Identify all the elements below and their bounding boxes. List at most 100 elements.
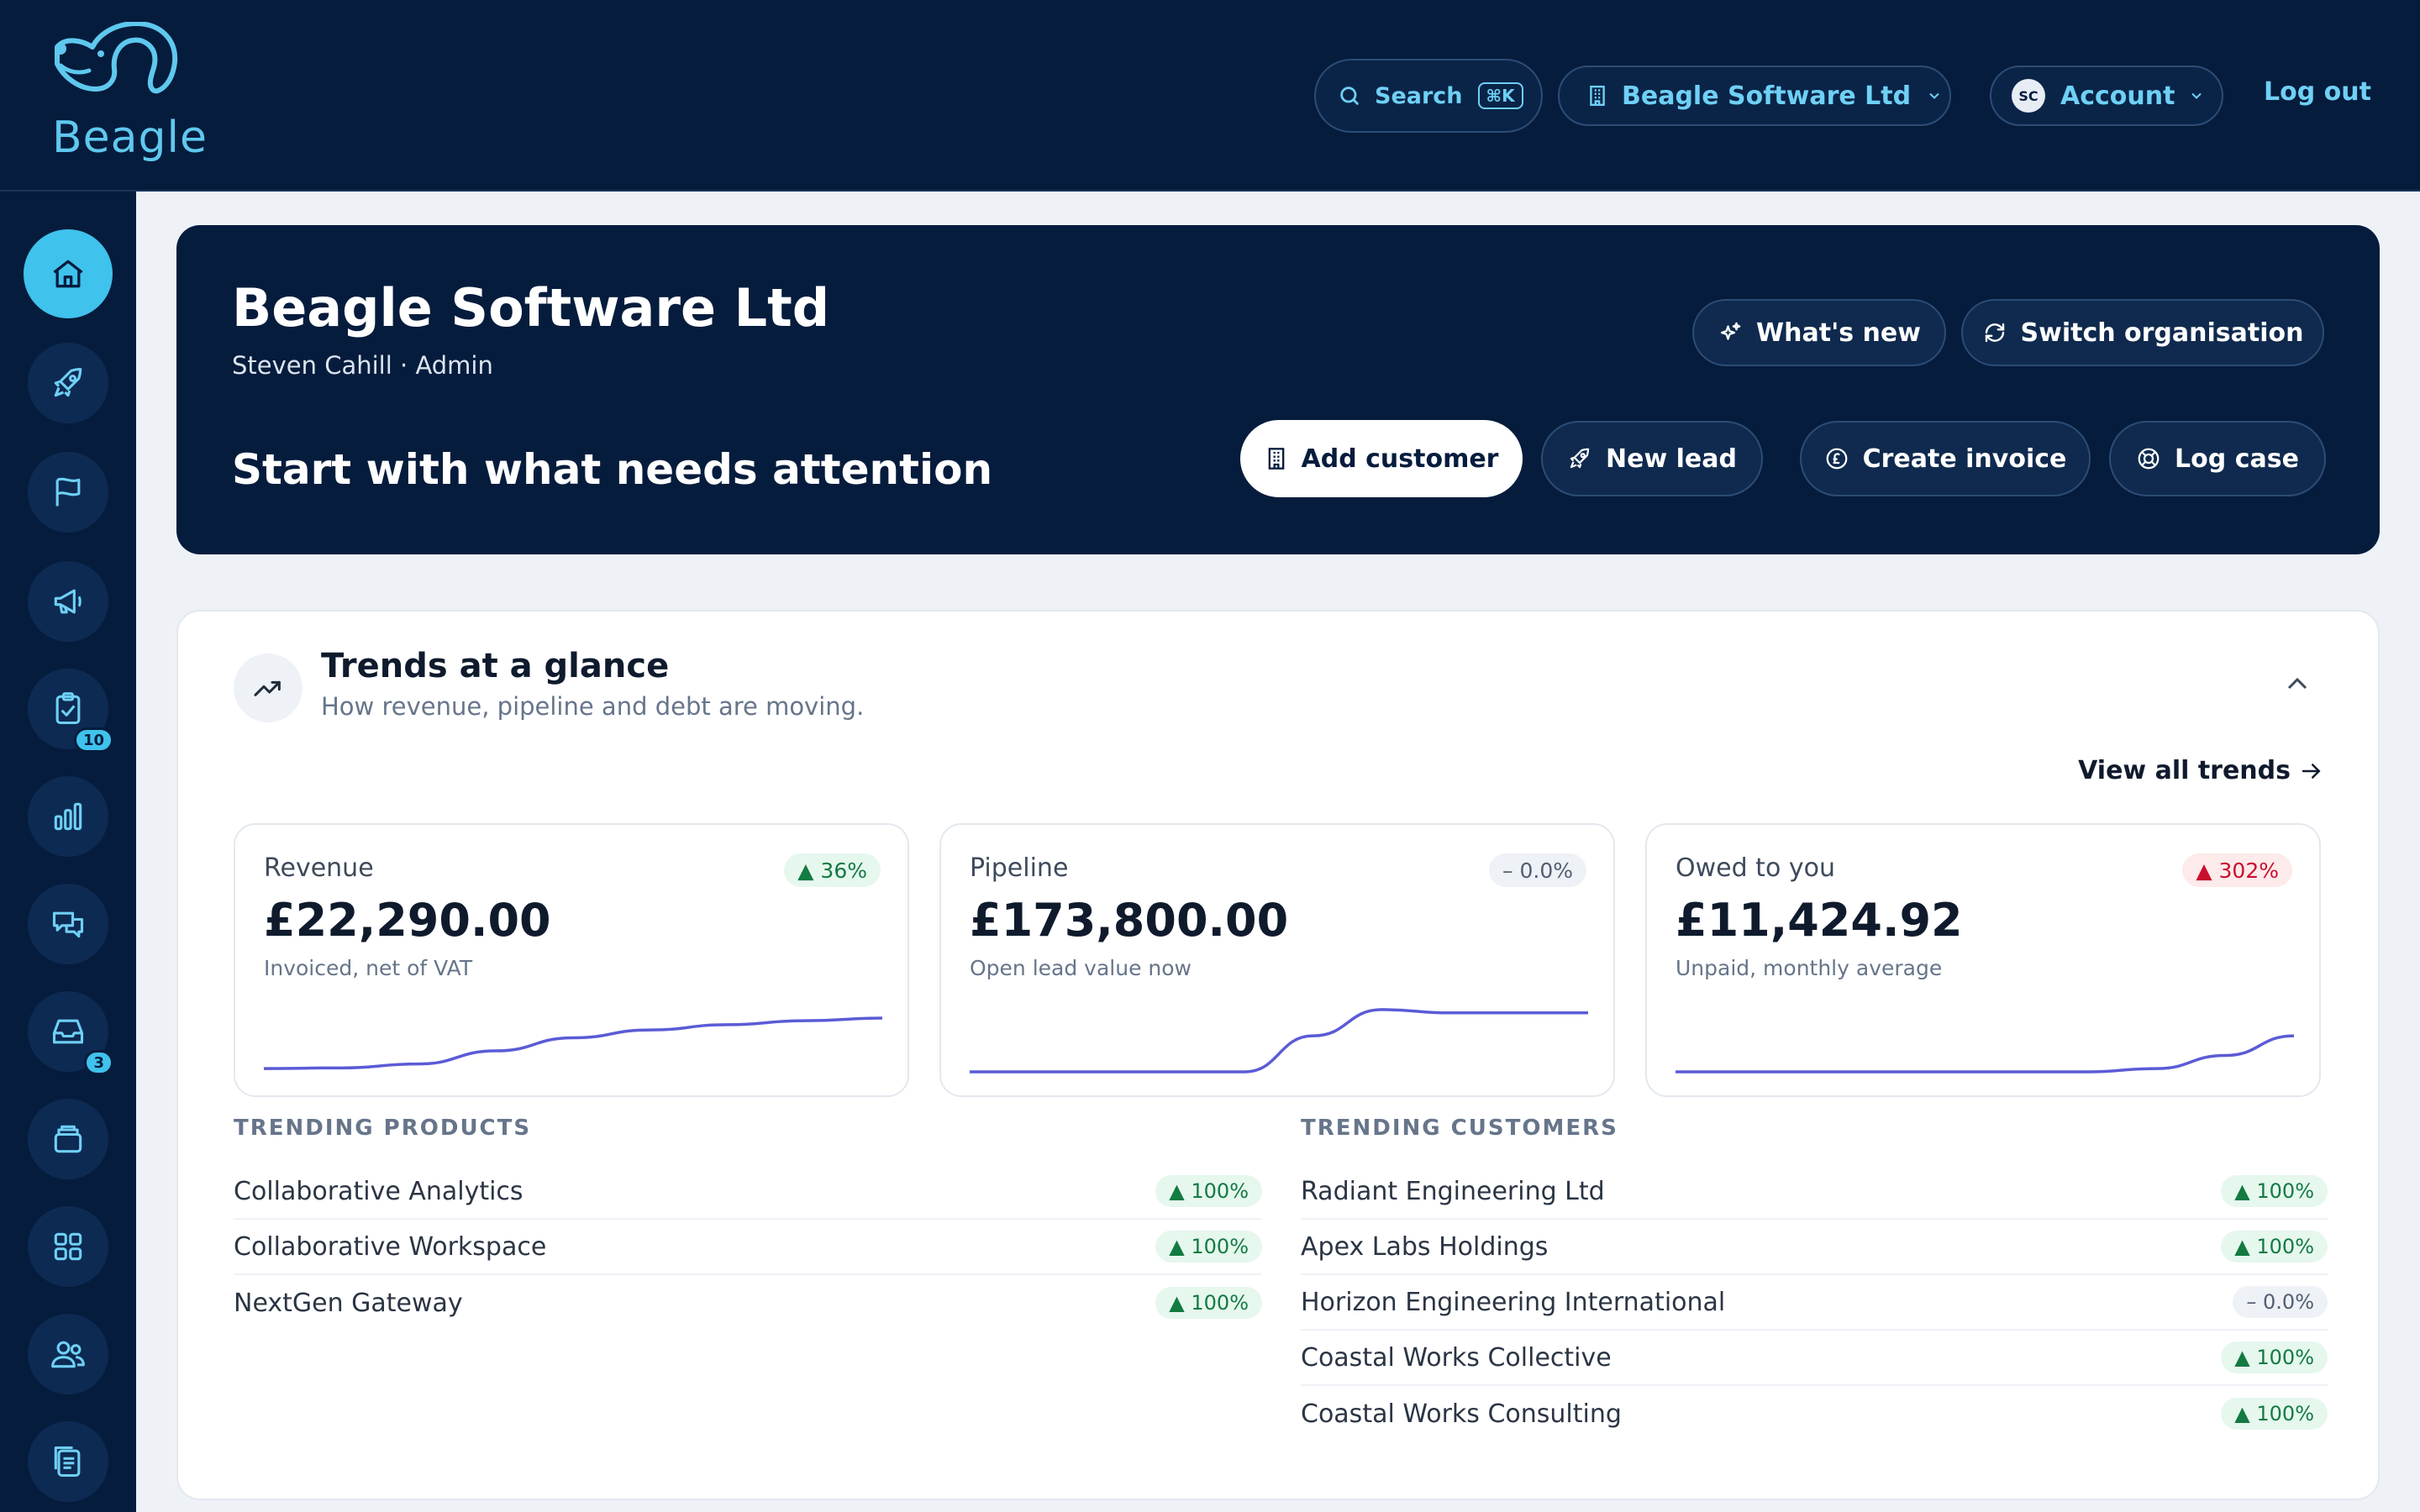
metric-label: Pipeline	[970, 853, 1069, 883]
inbox-count-badge: 3	[84, 1050, 113, 1075]
customer-name: Coastal Works Consulting	[1301, 1399, 1622, 1429]
create-invoice-label: Create invoice	[1862, 444, 2067, 474]
top-bar: Beagle Search ⌘K Beagle Software Ltd SC …	[0, 0, 2420, 192]
bar-chart-icon	[50, 798, 87, 835]
product-name: Collaborative Analytics	[234, 1176, 523, 1206]
metric-value: £22,290.00	[264, 894, 551, 947]
sidebar-item-archive[interactable]	[28, 1099, 108, 1179]
search-button[interactable]: Search ⌘K	[1314, 59, 1543, 133]
collapse-button[interactable]	[2281, 667, 2314, 701]
new-lead-button[interactable]: New lead	[1541, 421, 1763, 496]
sparkles-icon	[1718, 320, 1743, 345]
logout-link[interactable]: Log out	[2264, 77, 2371, 107]
trending-up-icon	[234, 654, 302, 722]
customer-change-badge: ▲ 100%	[2221, 1341, 2328, 1373]
sidebar-item-home[interactable]	[24, 229, 113, 318]
sidebar-item-documents[interactable]	[28, 1421, 108, 1502]
metric-note: Open lead value now	[970, 956, 1192, 980]
switch-organisation-button[interactable]: Switch organisation	[1961, 299, 2324, 366]
clipboard-check-icon	[50, 690, 87, 727]
sidebar-item-campaigns[interactable]	[28, 561, 108, 642]
sidebar-item-leads[interactable]	[28, 343, 108, 423]
sidebar-item-tasks[interactable]: 10	[28, 669, 113, 753]
grid-icon	[50, 1228, 87, 1265]
chevron-down-icon	[2188, 87, 2205, 104]
megaphone-icon	[50, 583, 87, 620]
owed-sparkline	[1676, 1034, 2294, 1074]
whats-new-button[interactable]: What's new	[1692, 299, 1946, 366]
arrow-right-icon	[2291, 759, 2324, 784]
chevron-down-icon	[1926, 87, 1943, 104]
product-row[interactable]: Collaborative Analytics ▲ 100%	[234, 1164, 1262, 1220]
organisation-selector[interactable]: Beagle Software Ltd	[1558, 66, 1951, 126]
sidebar-item-conversations[interactable]	[28, 884, 108, 964]
pipeline-metric-card[interactable]: Pipeline – 0.0% £173,800.00 Open lead va…	[939, 823, 1615, 1097]
customer-name: Radiant Engineering Ltd	[1301, 1176, 1605, 1206]
trending-customers-heading: TRENDING CUSTOMERS	[1301, 1116, 1618, 1141]
trends-card: Trends at a glance How revenue, pipeline…	[176, 610, 2380, 1500]
tasks-count-badge: 10	[73, 727, 113, 753]
sidebar-item-people[interactable]	[28, 1314, 108, 1394]
metric-note: Invoiced, net of VAT	[264, 956, 473, 980]
attention-heading: Start with what needs attention	[232, 445, 993, 494]
building-icon	[1265, 446, 1288, 471]
add-customer-label: Add customer	[1301, 444, 1499, 474]
new-lead-label: New lead	[1606, 444, 1737, 474]
create-invoice-button[interactable]: Create invoice	[1800, 421, 2091, 496]
customer-name: Apex Labs Holdings	[1301, 1231, 1549, 1262]
product-row[interactable]: NextGen Gateway ▲ 100%	[234, 1275, 1262, 1331]
metric-note: Unpaid, monthly average	[1676, 956, 1943, 980]
refresh-icon	[1982, 320, 2007, 345]
metric-value: £11,424.92	[1676, 894, 1963, 947]
customer-change-badge: ▲ 100%	[2221, 1231, 2328, 1263]
customer-row[interactable]: Horizon Engineering International – 0.0%	[1301, 1275, 2328, 1331]
customer-row[interactable]: Apex Labs Holdings ▲ 100%	[1301, 1220, 2328, 1275]
home-icon	[50, 255, 87, 292]
documents-icon	[50, 1443, 87, 1480]
trends-subtitle: How revenue, pipeline and debt are movin…	[321, 692, 865, 721]
log-case-label: Log case	[2175, 444, 2299, 474]
product-row[interactable]: Collaborative Workspace ▲ 100%	[234, 1220, 1262, 1275]
customer-row[interactable]: Coastal Works Consulting ▲ 100%	[1301, 1386, 2328, 1441]
trends-title: Trends at a glance	[321, 647, 670, 685]
sidebar-item-inbox[interactable]: 3	[28, 991, 113, 1075]
add-customer-button[interactable]: Add customer	[1240, 420, 1523, 497]
avatar: SC	[2012, 79, 2045, 113]
building-icon	[1586, 83, 1608, 108]
customer-row[interactable]: Coastal Works Collective ▲ 100%	[1301, 1331, 2328, 1386]
customer-name: Horizon Engineering International	[1301, 1287, 1726, 1317]
page-title: Beagle Software Ltd	[232, 277, 830, 339]
account-menu[interactable]: SC Account	[1990, 66, 2223, 126]
customer-row[interactable]: Radiant Engineering Ltd ▲ 100%	[1301, 1164, 2328, 1220]
sidebar-item-goals[interactable]	[28, 452, 108, 533]
product-change-badge: ▲ 100%	[1155, 1175, 1262, 1207]
switch-organisation-label: Switch organisation	[2020, 318, 2304, 348]
customer-change-badge: – 0.0%	[2233, 1286, 2328, 1318]
metric-value: £173,800.00	[970, 894, 1289, 947]
product-change-badge: ▲ 100%	[1155, 1231, 1262, 1263]
product-name: NextGen Gateway	[234, 1288, 463, 1318]
log-case-button[interactable]: Log case	[2109, 421, 2326, 496]
archive-icon	[50, 1121, 87, 1158]
revenue-sparkline	[264, 1016, 882, 1070]
pipeline-sparkline	[970, 1008, 1588, 1074]
sidebar-item-reports[interactable]	[28, 776, 108, 857]
users-icon	[50, 1336, 87, 1373]
beagle-dog-icon	[55, 22, 178, 94]
inbox-icon	[50, 1013, 87, 1050]
search-label: Search	[1375, 82, 1463, 109]
pound-coin-icon	[1824, 446, 1849, 471]
chevron-up-icon	[2281, 667, 2314, 701]
owed-metric-card[interactable]: Owed to you ▲ 302% £11,424.92 Unpaid, mo…	[1645, 823, 2321, 1097]
customer-change-badge: ▲ 100%	[2221, 1398, 2328, 1430]
flag-icon	[50, 474, 87, 511]
chat-icon	[50, 906, 87, 942]
revenue-metric-card[interactable]: Revenue ▲ 36% £22,290.00 Invoiced, net o…	[234, 823, 909, 1097]
metric-change-badge: – 0.0%	[1489, 853, 1586, 887]
metric-change-badge: ▲ 36%	[784, 853, 881, 887]
lifebuoy-icon	[2136, 446, 2161, 471]
view-all-trends-link[interactable]: View all trends	[2078, 756, 2324, 785]
trending-products-heading: TRENDING PRODUCTS	[234, 1116, 532, 1141]
sidebar-item-apps[interactable]	[28, 1206, 108, 1287]
brand-logo[interactable]: Beagle	[49, 22, 208, 170]
